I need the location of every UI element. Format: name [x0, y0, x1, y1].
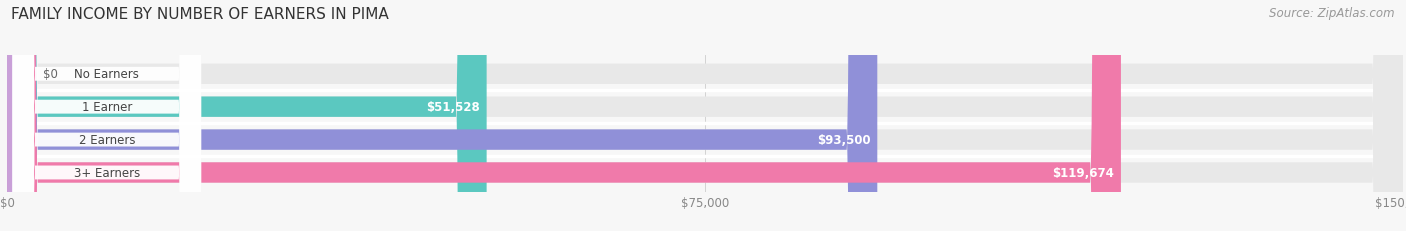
FancyBboxPatch shape [7, 0, 32, 231]
Text: $119,674: $119,674 [1052, 166, 1114, 179]
Text: Source: ZipAtlas.com: Source: ZipAtlas.com [1270, 7, 1395, 20]
FancyBboxPatch shape [7, 0, 1403, 231]
Text: 1 Earner: 1 Earner [82, 101, 132, 114]
Text: $93,500: $93,500 [817, 134, 870, 146]
Text: $51,528: $51,528 [426, 101, 479, 114]
FancyBboxPatch shape [13, 0, 201, 231]
FancyBboxPatch shape [7, 0, 1121, 231]
Text: 3+ Earners: 3+ Earners [73, 166, 141, 179]
Text: FAMILY INCOME BY NUMBER OF EARNERS IN PIMA: FAMILY INCOME BY NUMBER OF EARNERS IN PI… [11, 7, 389, 22]
FancyBboxPatch shape [7, 0, 877, 231]
FancyBboxPatch shape [7, 0, 1403, 231]
Text: No Earners: No Earners [75, 68, 139, 81]
FancyBboxPatch shape [7, 0, 486, 231]
Text: 2 Earners: 2 Earners [79, 134, 135, 146]
FancyBboxPatch shape [13, 0, 201, 231]
FancyBboxPatch shape [13, 0, 201, 231]
FancyBboxPatch shape [13, 0, 201, 231]
Text: $0: $0 [44, 68, 58, 81]
FancyBboxPatch shape [7, 0, 1403, 231]
FancyBboxPatch shape [7, 0, 1403, 231]
